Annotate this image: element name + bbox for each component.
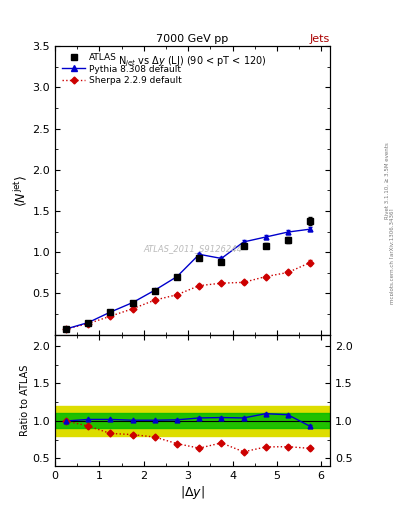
Pythia 8.308 default <box>152 287 157 293</box>
Bar <box>55 413 330 429</box>
Text: ATLAS_2011_S9126244: ATLAS_2011_S9126244 <box>143 244 242 252</box>
ATLAS <box>219 259 224 265</box>
Legend: ATLAS, Pythia 8.308 default, Sherpa 2.2.9 default: ATLAS, Pythia 8.308 default, Sherpa 2.2.… <box>59 51 185 88</box>
Pythia 8.308 default <box>241 239 246 245</box>
Pythia 8.308 default <box>308 226 312 232</box>
Pythia 8.308 default <box>263 234 268 240</box>
Sherpa 2.2.9 default <box>174 292 179 298</box>
ATLAS <box>308 218 312 224</box>
Pythia 8.308 default <box>174 273 179 280</box>
Pythia 8.308 default <box>108 309 113 315</box>
Pythia 8.308 default <box>64 326 68 332</box>
ATLAS <box>241 243 246 249</box>
Text: 7000 GeV pp: 7000 GeV pp <box>156 33 229 44</box>
Pythia 8.308 default <box>130 300 135 306</box>
Pythia 8.308 default <box>219 255 224 262</box>
Text: mcplots.cern.ch [arXiv:1306.3436]: mcplots.cern.ch [arXiv:1306.3436] <box>390 208 393 304</box>
Text: Rivet 3.1.10, ≥ 3.5M events: Rivet 3.1.10, ≥ 3.5M events <box>385 142 389 219</box>
Sherpa 2.2.9 default <box>130 306 135 312</box>
ATLAS <box>64 326 68 332</box>
Text: N$_{jet}$ vs $\Delta y$ (LJ) (90 < pT < 120): N$_{jet}$ vs $\Delta y$ (LJ) (90 < pT < … <box>118 55 267 69</box>
ATLAS <box>108 309 113 315</box>
Bar <box>55 406 330 436</box>
Pythia 8.308 default <box>86 319 91 326</box>
Line: Pythia 8.308 default: Pythia 8.308 default <box>64 227 312 331</box>
Sherpa 2.2.9 default <box>263 273 268 280</box>
ATLAS <box>152 288 157 294</box>
X-axis label: $|\Delta y|$: $|\Delta y|$ <box>180 483 205 501</box>
ATLAS <box>197 254 202 261</box>
ATLAS <box>263 243 268 249</box>
Sherpa 2.2.9 default <box>108 313 113 319</box>
Sherpa 2.2.9 default <box>86 321 91 327</box>
Y-axis label: $\langle N^\mathrm{jet}\rangle$: $\langle N^\mathrm{jet}\rangle$ <box>13 174 29 207</box>
ATLAS <box>174 274 179 281</box>
Y-axis label: Ratio to ATLAS: Ratio to ATLAS <box>20 365 29 436</box>
ATLAS <box>286 237 290 243</box>
Pythia 8.308 default <box>286 229 290 235</box>
Line: ATLAS: ATLAS <box>63 218 313 332</box>
Line: Sherpa 2.2.9 default: Sherpa 2.2.9 default <box>64 260 312 331</box>
Sherpa 2.2.9 default <box>286 269 290 275</box>
Sherpa 2.2.9 default <box>241 279 246 285</box>
Pythia 8.308 default <box>197 251 202 258</box>
Sherpa 2.2.9 default <box>197 283 202 289</box>
Sherpa 2.2.9 default <box>64 326 68 332</box>
Sherpa 2.2.9 default <box>152 297 157 303</box>
Sherpa 2.2.9 default <box>219 280 224 286</box>
Text: Jets: Jets <box>310 33 330 44</box>
ATLAS <box>86 319 91 326</box>
ATLAS <box>130 300 135 306</box>
Sherpa 2.2.9 default <box>308 260 312 266</box>
